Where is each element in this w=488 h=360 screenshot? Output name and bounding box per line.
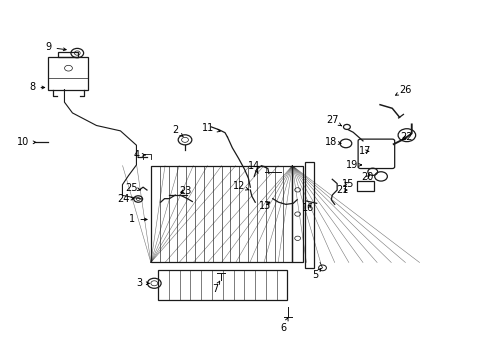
Bar — [292, 166, 303, 262]
Text: 22: 22 — [399, 132, 412, 142]
Text: 6: 6 — [280, 318, 287, 333]
Text: 1: 1 — [129, 215, 147, 224]
Text: 11: 11 — [202, 123, 220, 133]
Text: 12: 12 — [233, 181, 248, 192]
Text: 2: 2 — [172, 125, 183, 137]
Text: 9: 9 — [45, 42, 66, 52]
Bar — [151, 166, 292, 262]
Text: 27: 27 — [325, 115, 341, 126]
Text: 24: 24 — [117, 194, 134, 204]
Bar — [48, 57, 88, 90]
Text: 10: 10 — [17, 138, 36, 147]
Text: 21: 21 — [335, 185, 347, 195]
Text: 20: 20 — [361, 172, 373, 182]
Text: 16: 16 — [301, 203, 313, 213]
Text: 14: 14 — [247, 161, 260, 174]
Text: 26: 26 — [395, 85, 411, 95]
Bar — [158, 270, 287, 300]
Text: 7: 7 — [212, 281, 219, 294]
Bar — [356, 181, 373, 191]
Text: 4: 4 — [133, 150, 145, 160]
Text: 5: 5 — [311, 268, 321, 280]
Text: 8: 8 — [29, 82, 44, 93]
Text: 18: 18 — [325, 138, 340, 147]
Text: 25: 25 — [125, 183, 140, 193]
Text: 3: 3 — [136, 278, 149, 288]
Text: 13: 13 — [258, 201, 270, 211]
Text: 19: 19 — [345, 160, 361, 170]
Text: 17: 17 — [359, 146, 371, 156]
Text: 15: 15 — [341, 179, 353, 189]
Bar — [305, 162, 313, 268]
Text: 23: 23 — [179, 186, 191, 196]
Bar — [59, 51, 78, 57]
